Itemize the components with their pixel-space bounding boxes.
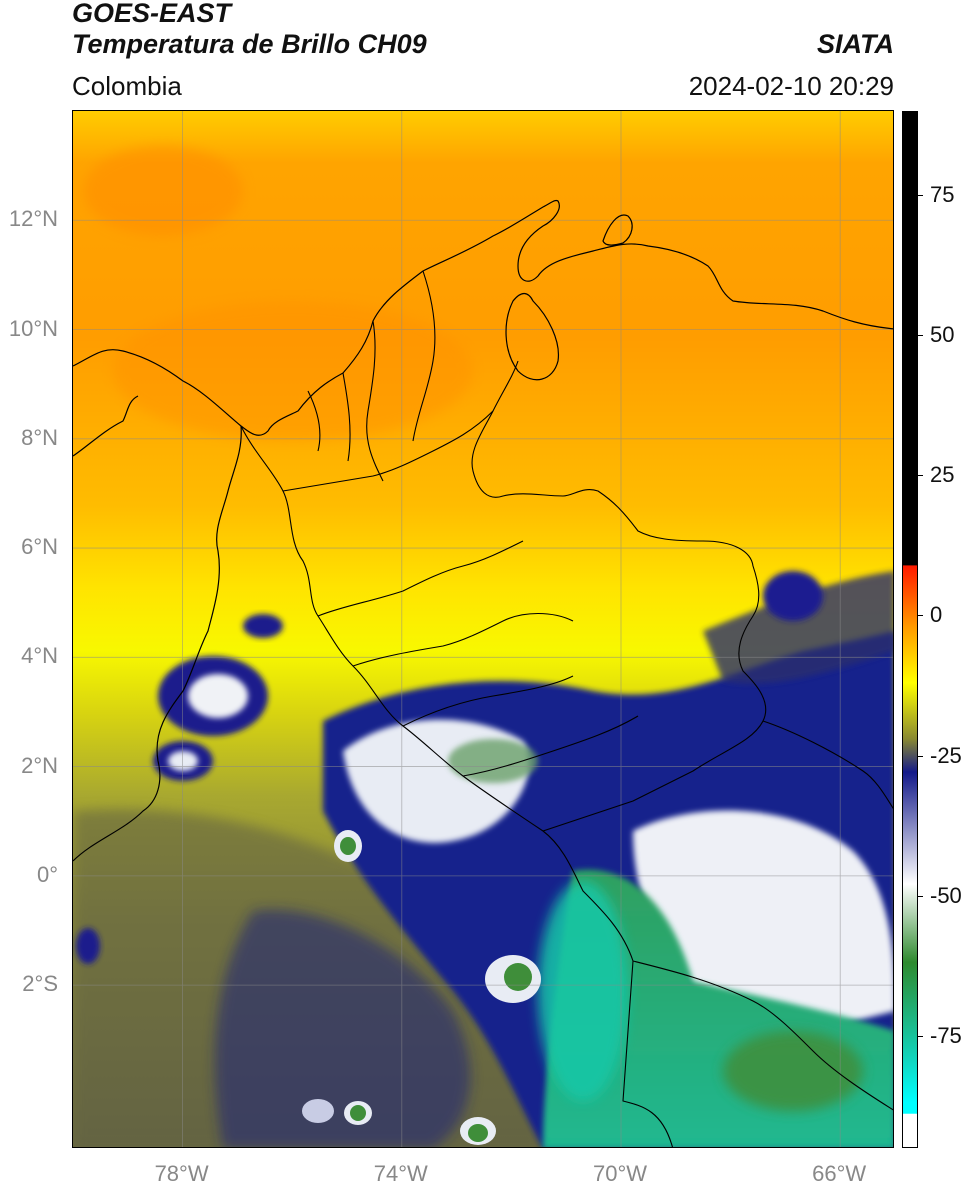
department-borders [240,270,893,1147]
region-label: Colombia [72,71,182,101]
country-border-brazil [762,720,893,809]
warm-cloudfree-region [113,301,473,441]
satellite-title: GOES-EAST [72,0,232,28]
product-title: Temperatura de Brillo CH09 [72,29,427,59]
colorbar [902,111,918,1148]
lat-tick-label: 6°N [21,534,58,560]
lat-tick-label: 0° [36,861,58,887]
colorbar-tick-label: -75 [930,1022,962,1048]
colorbar-tick-label: 25 [930,462,955,488]
colorbar-tick-label: -50 [930,882,962,908]
lon-tick-label: 78°W [154,1161,209,1186]
lon-tick-label: 66°W [812,1161,867,1186]
coastlines [73,199,893,862]
colorbar-tick-mark [918,335,923,337]
colorbar-tick-label: 0 [930,602,943,628]
cloud-cell [350,1105,366,1121]
cloud-cell [763,571,823,621]
lon-tick-label: 70°W [592,1161,648,1186]
very-cold-cloud-top [448,739,538,783]
pacific-coastline [73,395,242,862]
cloud-cell [504,963,532,991]
cold-cloud-top [188,674,248,718]
country-border-east [471,360,767,832]
lat-tick-label: 4°N [21,643,58,669]
lat-tick-label: 2°S [22,971,58,997]
guajira-peninsula [602,214,633,246]
lon-tick-label: 74°W [373,1161,428,1186]
cloud-cell [340,837,356,855]
map-canvas [73,111,893,1147]
country-border-west [240,425,673,1147]
satellite-map[interactable] [72,110,894,1148]
internal-borders [282,410,639,777]
cloud-region-navy [703,571,893,684]
country-border-south [632,960,893,1111]
colorbar-tick-mark [918,755,923,757]
internal-borders [307,270,436,482]
graticule [73,111,893,1147]
colorbar-tick-mark [918,475,923,477]
colorbar-tick-label: 50 [930,322,955,348]
warm-cloudfree-region [83,146,243,236]
brand-label: SIATA [817,29,894,59]
lat-tick-label: 8°N [21,424,58,450]
cloud-cell [302,1099,334,1123]
colorbar-tick-mark [918,1035,923,1037]
lat-tick-label: 12°N [8,206,58,232]
lat-tick-label: 2°N [21,752,58,778]
colorbar-tick-mark [918,195,923,197]
lake-maracaibo [505,292,560,381]
cloud-region-navy [214,909,471,1147]
lat-tick-label: 10°N [8,315,58,341]
caribbean-coastline [73,199,893,436]
colorbar-tick-mark [918,615,923,617]
cloud-cell [76,928,100,964]
colorbar-tick-label: 75 [930,182,955,208]
cloud-cell [468,1124,488,1142]
cloud-cell [243,614,283,638]
colorbar-tick-mark [918,895,923,897]
colorbar-tick-label: -25 [930,742,962,768]
deep-convection-core [538,881,628,1101]
timestamp-label: 2024-02-10 20:29 [688,71,894,101]
deep-convection-region [723,1031,863,1111]
